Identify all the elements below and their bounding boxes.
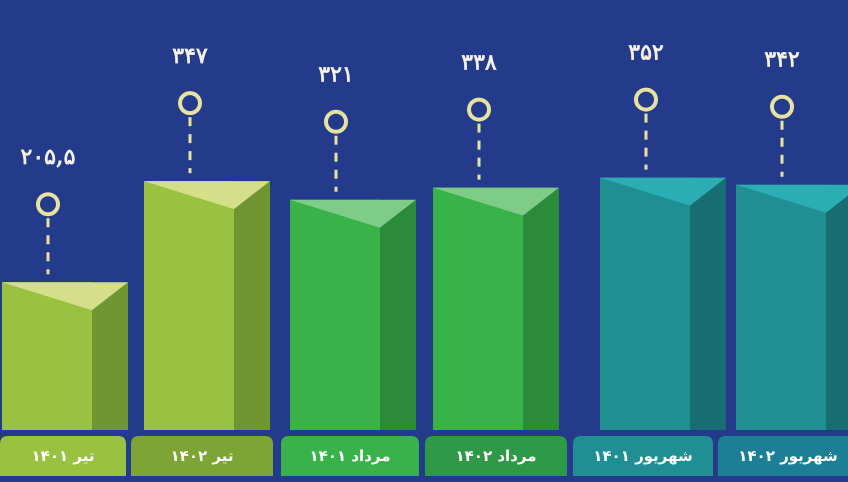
value-marker [324, 109, 348, 134]
bar [433, 187, 523, 430]
bar-group: ۳۳۸ مرداد ۱۴۰۲ [425, 50, 567, 476]
value-marker [36, 192, 60, 217]
bar-top [144, 181, 270, 210]
bar-side [234, 181, 270, 430]
data-label: ۳۳۸ [461, 50, 497, 76]
category-tab [718, 436, 848, 476]
bar [600, 177, 690, 430]
bar [290, 199, 380, 430]
bar-top [600, 177, 726, 206]
data-label: ۳۲۱ [318, 62, 353, 88]
bar-top [736, 184, 848, 213]
value-marker [770, 94, 794, 119]
x-tick-label: شهریور ۱۴۰۲ [738, 447, 838, 465]
bar-group: ۳۵۲ شهریور ۱۴۰۱ [573, 40, 726, 476]
bar-side [690, 177, 726, 430]
bar-side [92, 282, 128, 430]
x-tick-label: تیر ۱۴۰۱ [32, 447, 95, 465]
data-label: ۳۴۲ [764, 47, 800, 73]
bar-group: ۳۴۲ شهریور ۱۴۰۲ [718, 47, 848, 476]
category-tab [425, 436, 567, 476]
bar-top [433, 187, 559, 216]
bar [144, 181, 234, 430]
bar-side [523, 187, 559, 430]
bar-group: ۳۲۱ مرداد ۱۴۰۱ [281, 62, 419, 476]
bar-side [826, 195, 848, 430]
bar-top [290, 199, 416, 228]
value-marker [634, 87, 658, 112]
value-marker [467, 97, 491, 122]
data-label: ۳۵۲ [628, 40, 664, 66]
bar [2, 282, 92, 430]
category-tab [281, 436, 419, 476]
category-tab [0, 436, 126, 476]
bar-side [380, 199, 416, 430]
category-tab [131, 436, 273, 476]
x-tick-label: مرداد ۱۴۰۱ [309, 447, 390, 465]
x-tick-label: مرداد ۱۴۰۲ [455, 447, 536, 465]
value-marker [178, 91, 202, 116]
data-label: ۲۰۵,۵ [21, 144, 76, 170]
bar-group: ۲۰۵,۵ تیر ۱۴۰۱ [0, 144, 128, 476]
data-label: ۳۴۷ [172, 43, 208, 69]
x-tick-label: تیر ۱۴۰۲ [171, 447, 234, 465]
bar-group: ۳۴۷ تیر ۱۴۰۲ [131, 43, 273, 476]
bar [736, 184, 826, 430]
category-tab [573, 436, 713, 476]
bar-top [2, 282, 128, 311]
x-tick-label: شهریور ۱۴۰۱ [593, 447, 693, 465]
